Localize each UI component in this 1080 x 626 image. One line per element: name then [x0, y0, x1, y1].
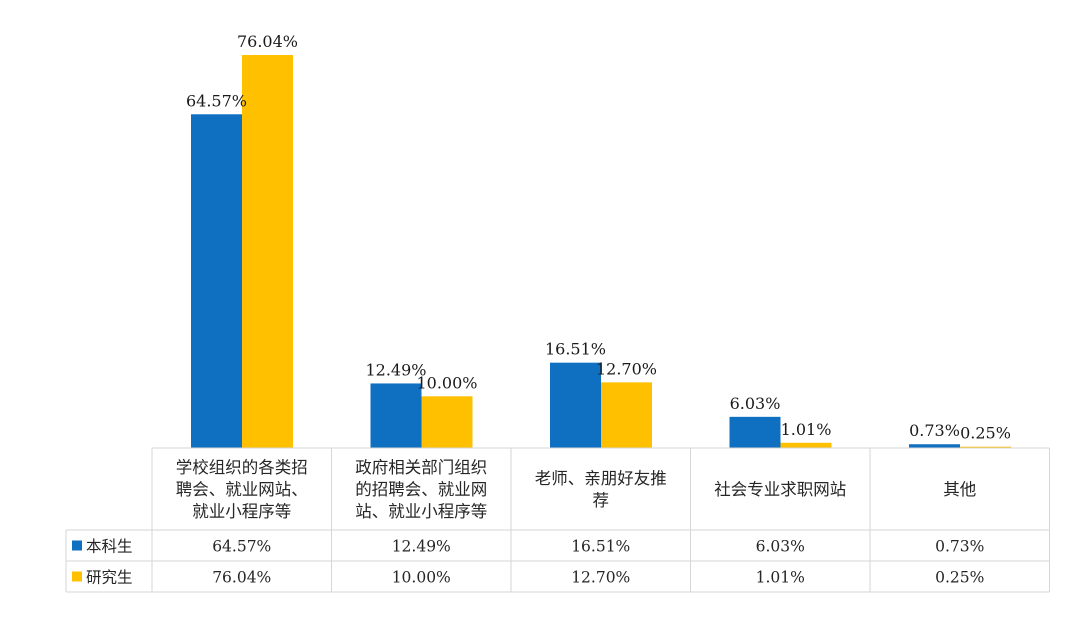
data-label-undergrad-2: 16.51%: [545, 340, 606, 359]
table-cell-grad-0: 76.04%: [212, 569, 271, 587]
category-label-3: 社会专业求职网站: [714, 480, 846, 499]
category-label-4: 其他: [943, 480, 976, 499]
category-label-0: 学校组织的各类招聘会、就业网站、就业小程序等: [176, 458, 308, 521]
bar-grad-2: [601, 382, 652, 448]
table-cell-grad-4: 0.25%: [935, 569, 984, 587]
data-label-undergrad-3: 6.03%: [730, 394, 781, 413]
legend-swatch-undergrad: [72, 540, 82, 551]
legend-label-grad: 研究生: [86, 569, 133, 587]
bar-labels-layer: 64.57% 76.04% 12.49%10.00% 16.51%12.70% 6.03…: [186, 32, 1011, 443]
table-cell-undergrad-0: 64.57%: [212, 538, 271, 556]
data-label-undergrad-0: 64.57%: [186, 91, 247, 110]
table-cell-grad-2: 12.70%: [571, 569, 630, 587]
bar-undergrad-4: [909, 444, 960, 448]
data-table: 学校组织的各类招聘会、就业网站、就业小程序等 64.57% 76.04% 政府相关部门…: [65, 447, 1050, 593]
table-cell-grad-1: 10.00%: [392, 569, 451, 587]
bar-undergrad-3: [729, 416, 781, 448]
data-label-grad-3: 1.01%: [781, 420, 832, 439]
bar-undergrad-0: [191, 114, 242, 449]
table-cell-undergrad-4: 0.73%: [935, 538, 984, 556]
bar-grad-1: [421, 396, 473, 448]
legend-label-undergrad: 本科生: [86, 538, 133, 556]
table-cell-undergrad-3: 6.03%: [756, 538, 805, 556]
table-cell-undergrad-1: 12.49%: [392, 538, 451, 556]
category-label-1: 政府相关部门组织的招聘会、就业网站、就业小程序等: [355, 458, 487, 521]
bar-grad-4: [960, 446, 1011, 448]
legend-swatch-grad: [72, 571, 82, 582]
data-label-undergrad-4: 0.73%: [909, 421, 960, 440]
category-label-2: 老师、亲朋好友推荐: [535, 469, 667, 510]
bar-grad-3: [780, 442, 832, 448]
table-cell-grad-3: 1.01%: [756, 569, 805, 587]
bar-undergrad-2: [550, 362, 601, 448]
data-label-grad-4: 0.25%: [960, 424, 1011, 443]
bar-undergrad-1: [370, 383, 422, 448]
bars-layer: [191, 55, 1011, 449]
bar-grad-0: [242, 55, 293, 448]
data-label-grad-2: 12.70%: [596, 359, 657, 378]
table-cell-undergrad-2: 16.51%: [571, 538, 630, 556]
data-label-grad-0: 76.04%: [237, 32, 298, 51]
data-label-undergrad-1: 12.49%: [365, 360, 426, 379]
data-label-grad-1: 10.00%: [416, 373, 477, 392]
